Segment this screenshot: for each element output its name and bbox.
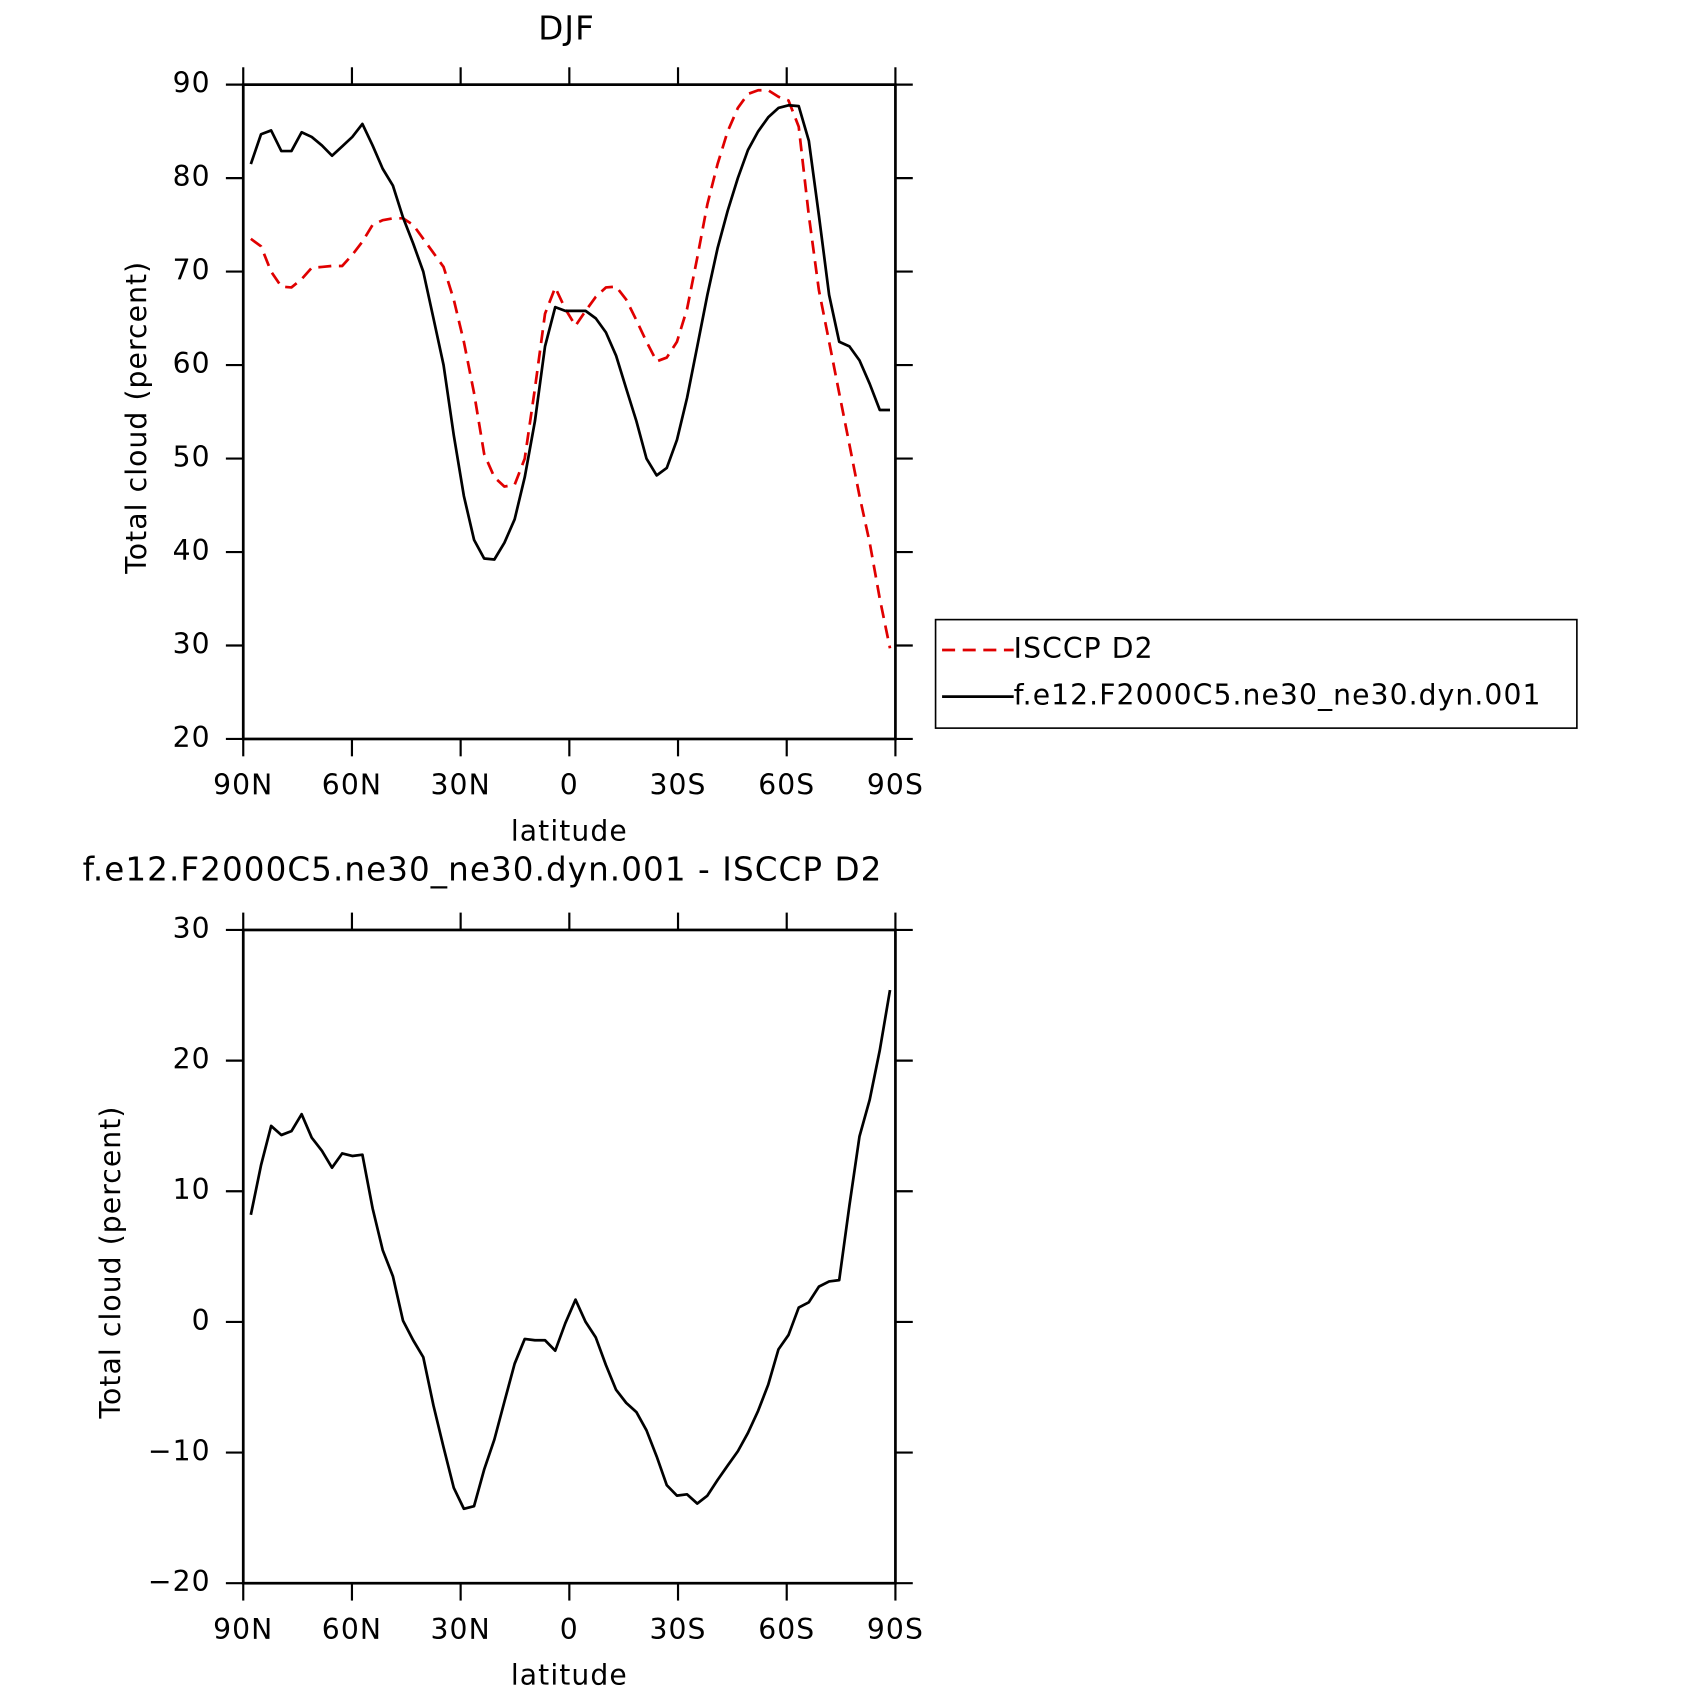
y-tick-label: 50	[173, 441, 211, 474]
legend-label: ISCCP D2	[1014, 632, 1154, 665]
plot-frame	[241, 928, 897, 1585]
x-axis-label: latitude	[511, 814, 628, 847]
x-tick-label: 60S	[758, 769, 815, 802]
y-tick-label: 90	[173, 67, 211, 100]
x-tick-label: 30N	[431, 1613, 491, 1646]
legend-label: f.e12.F2000C5.ne30_ne30.dyn.001	[1014, 679, 1542, 712]
legend-box	[934, 618, 1578, 729]
axes	[225, 67, 913, 757]
y-tick-label: 10	[173, 1173, 211, 1206]
x-tick-label: 30S	[650, 1613, 707, 1646]
chart-title: DJF	[538, 9, 595, 47]
data-line	[250, 88, 892, 649]
x-tick-label: 90N	[213, 769, 273, 802]
y-tick-label: 60	[173, 347, 211, 380]
axes	[225, 912, 913, 1601]
x-tick-label: 60N	[322, 769, 382, 802]
x-tick-label: 30S	[650, 769, 707, 802]
y-axis-label: Total cloud (percent)	[120, 261, 153, 575]
data-line	[249, 103, 890, 561]
data-line	[249, 989, 892, 1511]
x-tick-label: 60N	[322, 1613, 382, 1646]
x-tick-label: 90S	[867, 1613, 924, 1646]
x-tick-label: 0	[560, 1613, 579, 1646]
y-axis-label: Total cloud (percent)	[94, 1106, 127, 1420]
x-tick-label: 30N	[431, 769, 491, 802]
y-tick-label: 70	[173, 254, 211, 287]
chart-title: f.e12.F2000C5.ne30_ne30.dyn.001 - ISCCP …	[83, 850, 883, 888]
plot-frame	[241, 83, 897, 741]
y-tick-label: 30	[173, 627, 211, 660]
y-tick-label: −10	[148, 1435, 211, 1468]
y-tick-label: −20	[148, 1565, 211, 1598]
x-tick-label: 0	[560, 769, 579, 802]
y-tick-label: 0	[192, 1304, 211, 1337]
x-tick-label: 60S	[758, 1613, 815, 1646]
x-axis-label: latitude	[511, 1659, 628, 1692]
y-tick-label: 30	[173, 912, 211, 945]
y-tick-label: 40	[173, 534, 211, 567]
y-tick-label: 80	[173, 160, 211, 193]
x-tick-label: 90N	[213, 1613, 273, 1646]
x-tick-label: 90S	[867, 769, 924, 802]
y-tick-label: 20	[173, 1043, 211, 1076]
y-tick-label: 20	[173, 721, 211, 754]
